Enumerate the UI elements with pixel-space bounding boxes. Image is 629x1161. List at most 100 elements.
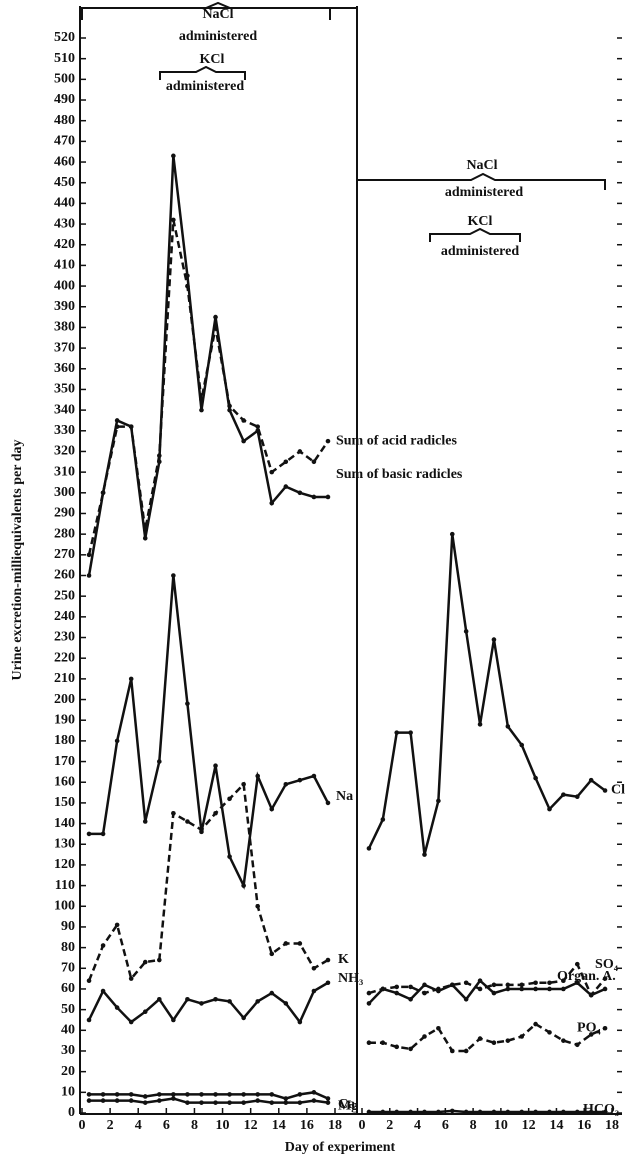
- y-tick-label: 340: [54, 402, 75, 417]
- point: [241, 883, 246, 888]
- point: [157, 1092, 162, 1097]
- point: [588, 1032, 594, 1037]
- point: [422, 1109, 427, 1115]
- point: [128, 976, 134, 981]
- point: [255, 773, 260, 779]
- point: [86, 1092, 92, 1097]
- point: [561, 986, 566, 992]
- point: [157, 1098, 162, 1103]
- annotation: administered: [179, 29, 258, 44]
- point: [449, 531, 455, 537]
- point: [436, 1025, 441, 1031]
- point: [297, 777, 303, 783]
- point: [311, 459, 317, 465]
- point: [100, 1098, 106, 1103]
- point: [255, 1098, 260, 1103]
- y-tick-label: 440: [54, 196, 75, 211]
- point: [86, 573, 92, 578]
- x-tick-label: 14: [272, 1118, 286, 1133]
- y-tick-label: 280: [54, 526, 75, 541]
- point: [213, 1092, 218, 1097]
- point: [241, 438, 246, 444]
- point: [199, 407, 204, 413]
- point: [602, 976, 608, 981]
- point: [505, 1038, 511, 1043]
- point: [255, 903, 260, 909]
- x-axis-label: Day of experiment: [285, 1140, 396, 1155]
- point: [547, 806, 552, 812]
- y-axis-label: Urine excretion-milliequivalents per day: [10, 440, 25, 681]
- point: [142, 959, 148, 965]
- series-line: [89, 1091, 329, 1100]
- point: [86, 1098, 92, 1103]
- point: [463, 980, 469, 986]
- point: [463, 629, 469, 634]
- x-tick-label: 0: [79, 1118, 86, 1133]
- y-tick-label: 170: [54, 754, 75, 769]
- point: [574, 961, 580, 967]
- point: [171, 573, 176, 578]
- point: [325, 957, 331, 963]
- x-tick-label: 6: [442, 1118, 449, 1133]
- y-tick-label: 420: [54, 237, 75, 252]
- series-label: PO₄: [577, 1020, 601, 1035]
- point: [574, 794, 580, 800]
- y-tick-label: 130: [54, 836, 75, 851]
- point: [449, 1048, 455, 1054]
- y-tick-label: 230: [54, 630, 75, 645]
- series-line: [89, 575, 330, 890]
- annotation: KCl: [200, 52, 225, 67]
- point: [366, 1109, 372, 1115]
- point: [283, 459, 289, 465]
- series-line: [367, 533, 606, 855]
- point: [588, 1109, 594, 1115]
- series-label: NH₃: [338, 971, 363, 986]
- series-line: [87, 155, 328, 576]
- point: [311, 1090, 317, 1095]
- point: [519, 1034, 525, 1039]
- point: [394, 1109, 400, 1115]
- annotation: NaCl: [466, 158, 497, 173]
- point: [185, 1092, 190, 1097]
- y-tick-label: 290: [54, 506, 75, 521]
- point: [185, 701, 190, 706]
- point: [533, 775, 538, 781]
- y-tick-label: 100: [54, 898, 75, 913]
- point: [380, 986, 386, 992]
- point: [100, 831, 106, 837]
- point: [213, 810, 218, 816]
- point: [602, 1025, 608, 1031]
- y-tick-label: 510: [54, 51, 75, 66]
- point: [491, 990, 497, 996]
- point: [366, 1001, 372, 1006]
- point: [505, 724, 511, 729]
- x-tick-label: 18: [328, 1118, 342, 1133]
- point: [491, 982, 497, 988]
- point: [325, 1096, 331, 1101]
- y-tick-label: 150: [54, 795, 75, 810]
- x-tick-label: 2: [386, 1118, 393, 1133]
- y-tick-label: 260: [54, 568, 75, 583]
- y-tick-label: 380: [54, 320, 75, 335]
- point: [394, 730, 400, 735]
- point: [561, 978, 566, 983]
- point: [533, 1021, 538, 1027]
- y-tick-label: 410: [54, 258, 75, 273]
- y-tick-label: 240: [54, 609, 75, 624]
- point: [86, 831, 92, 837]
- point: [86, 978, 92, 983]
- point: [100, 943, 106, 948]
- point: [241, 781, 246, 787]
- point: [408, 996, 413, 1002]
- y-tick-label: 210: [54, 671, 75, 686]
- point: [325, 980, 331, 986]
- point: [297, 1019, 303, 1025]
- point: [100, 490, 106, 496]
- point: [519, 986, 525, 992]
- point: [241, 1092, 246, 1097]
- point: [213, 314, 218, 320]
- y-tick-label: 120: [54, 857, 75, 872]
- y-tick-label: 320: [54, 444, 75, 459]
- y-tick-label: 400: [54, 278, 75, 293]
